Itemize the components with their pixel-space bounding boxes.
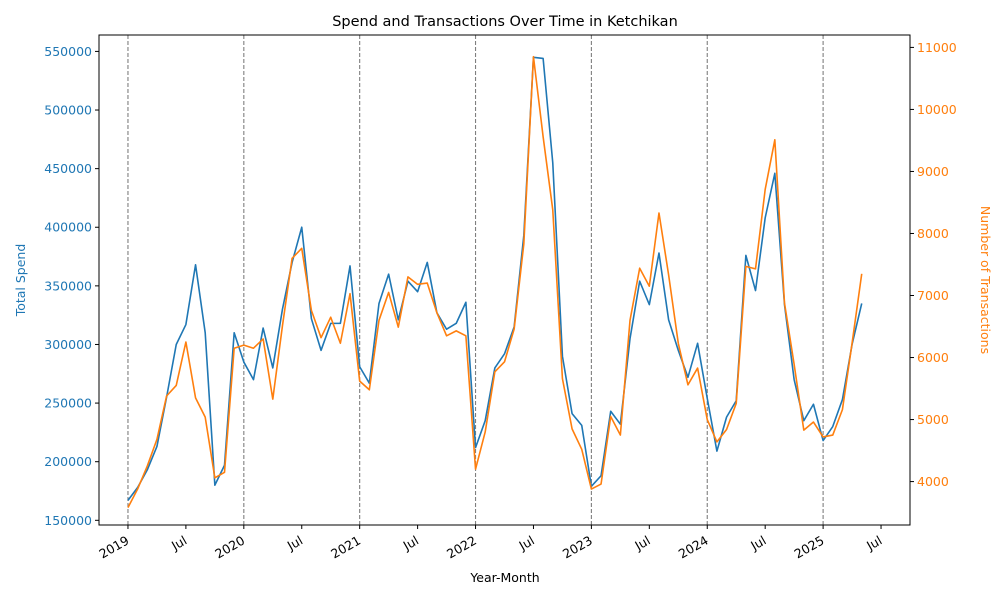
x-tick-label: 2022: [444, 533, 479, 562]
right-y-tick-label: 9000: [917, 164, 949, 179]
left-y-tick-label: 300000: [44, 337, 92, 352]
left-y-tick-label: 400000: [44, 220, 92, 235]
transactions-line: [127, 55, 863, 508]
x-tick-label: Jul: [400, 533, 421, 554]
left-y-axis-label: Total Spend: [13, 244, 28, 318]
left-y-tick-label: 150000: [44, 513, 92, 528]
left-y-tick-label: 450000: [44, 161, 92, 176]
right-y-tick-label: 5000: [917, 412, 949, 427]
left-y-tick-label: 500000: [44, 103, 92, 118]
x-tick-label: Jul: [284, 533, 305, 554]
right-y-axis: 4000 5000 6000 7000 8000 9000 10000 11000: [910, 40, 957, 489]
x-tick-label: Jul: [747, 533, 768, 554]
x-axis: 2019 Jul 2020 Jul 2021 Jul 2022 Jul 2023 Jul 2024 J…: [96, 525, 885, 562]
x-tick-label: 2019: [96, 533, 131, 562]
x-axis-label: Year-Month: [469, 570, 539, 585]
left-y-tick-label: 200000: [44, 454, 92, 469]
x-tick-label: 2024: [676, 533, 711, 562]
x-tick-label: Jul: [863, 533, 884, 554]
left-y-axis: 150000 200000 250000 300000 350000 400000 4500…: [44, 44, 99, 528]
right-y-tick-label: 4000: [917, 474, 949, 489]
chart-title: Spend and Transactions Over Time in Ketc…: [332, 14, 678, 30]
right-y-tick-label: 8000: [917, 226, 949, 241]
right-y-axis-label: Number of Transactions: [978, 206, 993, 354]
plot-frame: [98, 34, 911, 526]
x-tick-label: 2021: [328, 533, 363, 562]
left-y-tick-label: 350000: [44, 278, 92, 293]
left-y-tick-label: 550000: [44, 44, 92, 59]
x-tick-label: Jul: [631, 533, 652, 554]
x-tick-label: 2023: [560, 533, 595, 562]
x-tick-label: 2025: [792, 533, 827, 562]
right-y-tick-label: 10000: [917, 102, 957, 117]
right-y-tick-label: 11000: [917, 40, 957, 55]
year-divider-lines: [127, 35, 824, 525]
series-lines: [127, 55, 863, 508]
x-tick-label: Jul: [168, 533, 189, 554]
x-tick-label: Jul: [516, 533, 537, 554]
total-spend-line: [127, 56, 863, 501]
right-y-tick-label: 6000: [917, 350, 949, 365]
right-y-tick-label: 7000: [917, 288, 949, 303]
left-y-tick-label: 250000: [44, 396, 92, 411]
x-tick-label: 2020: [212, 533, 247, 562]
